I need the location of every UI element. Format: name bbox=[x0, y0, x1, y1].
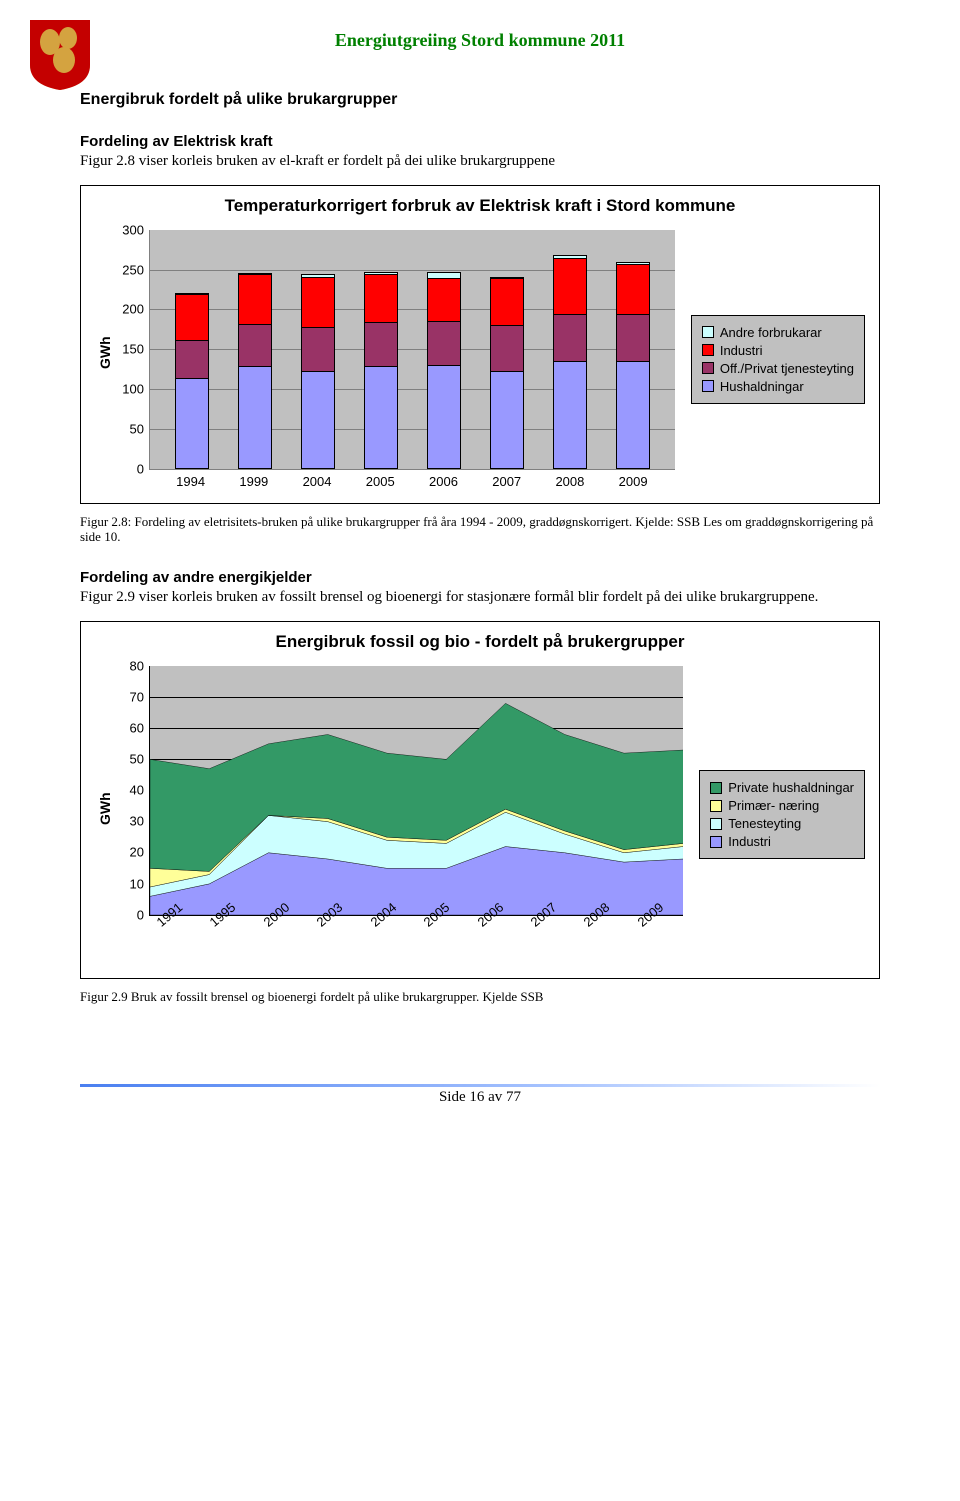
bar-chart-legend: Andre forbrukarar Industri Off./Privat tje… bbox=[691, 315, 865, 404]
intro-text-1: Figur 2.8 viser korleis bruken av el-kra… bbox=[80, 152, 880, 171]
area-chart-legend: Private hushaldningar Primær- næring Tenes… bbox=[699, 770, 865, 859]
subsection-heading-2: Fordeling av andre energikjelder bbox=[80, 569, 880, 586]
area-chart-ylabel: GWh bbox=[97, 805, 113, 825]
ytick-label: 0 bbox=[137, 461, 150, 476]
bar-column bbox=[175, 293, 209, 469]
area-chart-title: Energibruk fossil og bio - fordelt på br… bbox=[95, 632, 865, 652]
xtick-label: 2007 bbox=[490, 474, 524, 489]
ytick-label: 80 bbox=[130, 658, 150, 673]
ytick-label: 50 bbox=[130, 421, 150, 436]
page-header-title: Energiutgreiing Stord kommune 2011 bbox=[335, 30, 625, 50]
bar-column bbox=[616, 262, 650, 468]
bar-column bbox=[364, 272, 398, 469]
ytick-label: 250 bbox=[122, 262, 150, 277]
legend-item: Off./Privat tjenesteyting bbox=[702, 361, 854, 376]
ytick-label: 0 bbox=[137, 907, 150, 922]
xtick-label: 2009 bbox=[616, 474, 650, 489]
figure-caption-1: Figur 2.8: Fordeling av eletrisitets-bru… bbox=[80, 514, 880, 545]
intro-text-2: Figur 2.9 viser korleis bruken av fossil… bbox=[80, 588, 880, 607]
bar-chart-frame: Temperaturkorrigert forbruk av Elektrisk… bbox=[80, 185, 880, 504]
legend-item: Industri bbox=[710, 834, 854, 849]
ytick-label: 40 bbox=[130, 783, 150, 798]
bar-chart-ylabel: GWh bbox=[97, 349, 113, 369]
bar-chart-plot: 050100150200250300 bbox=[149, 230, 675, 470]
legend-item: Private hushaldningar bbox=[710, 780, 854, 795]
bar-column bbox=[427, 272, 461, 469]
xtick-label: 1994 bbox=[174, 474, 208, 489]
footer-divider bbox=[80, 1084, 880, 1087]
ytick-label: 70 bbox=[130, 689, 150, 704]
legend-item: Primær- næring bbox=[710, 798, 854, 813]
area-chart-plot: 01020304050607080 bbox=[149, 666, 683, 916]
ytick-label: 300 bbox=[122, 222, 150, 237]
bar-column bbox=[553, 255, 587, 469]
ytick-label: 30 bbox=[130, 814, 150, 829]
legend-item: Hushaldningar bbox=[702, 379, 854, 394]
bar-column bbox=[301, 274, 335, 468]
xtick-label: 2005 bbox=[363, 474, 397, 489]
ytick-label: 150 bbox=[122, 342, 150, 357]
area-chart-frame: Energibruk fossil og bio - fordelt på br… bbox=[80, 621, 880, 979]
ytick-label: 100 bbox=[122, 382, 150, 397]
xtick-label: 1999 bbox=[237, 474, 271, 489]
legend-item: Andre forbrukarar bbox=[702, 325, 854, 340]
section-heading: Energibruk fordelt på ulike brukargruppe… bbox=[80, 91, 880, 109]
ytick-label: 200 bbox=[122, 302, 150, 317]
area-chart-xlabels: 1991199520002003200420052006200720082009 bbox=[149, 916, 683, 964]
bar-column bbox=[490, 277, 524, 469]
ytick-label: 10 bbox=[130, 876, 150, 891]
ytick-label: 60 bbox=[130, 720, 150, 735]
bar-column bbox=[238, 273, 272, 469]
legend-item: Industri bbox=[702, 343, 854, 358]
ytick-label: 50 bbox=[130, 752, 150, 767]
ytick-label: 20 bbox=[130, 845, 150, 860]
figure-caption-2: Figur 2.9 Bruk av fossilt brensel og bio… bbox=[80, 989, 880, 1005]
municipality-crest-icon bbox=[30, 20, 90, 90]
subsection-heading: Fordeling av Elektrisk kraft bbox=[80, 133, 880, 150]
xtick-label: 2004 bbox=[300, 474, 334, 489]
bar-chart-xlabels: 1994 1999 2004 2005 2006 2007 2008 2009 bbox=[149, 470, 675, 489]
xtick-label: 2006 bbox=[426, 474, 460, 489]
bar-chart-title: Temperaturkorrigert forbruk av Elektrisk… bbox=[95, 196, 865, 216]
page-footer: Side 16 av 77 bbox=[80, 1089, 880, 1106]
xtick-label: 2008 bbox=[553, 474, 587, 489]
legend-item: Tenesteyting bbox=[710, 816, 854, 831]
